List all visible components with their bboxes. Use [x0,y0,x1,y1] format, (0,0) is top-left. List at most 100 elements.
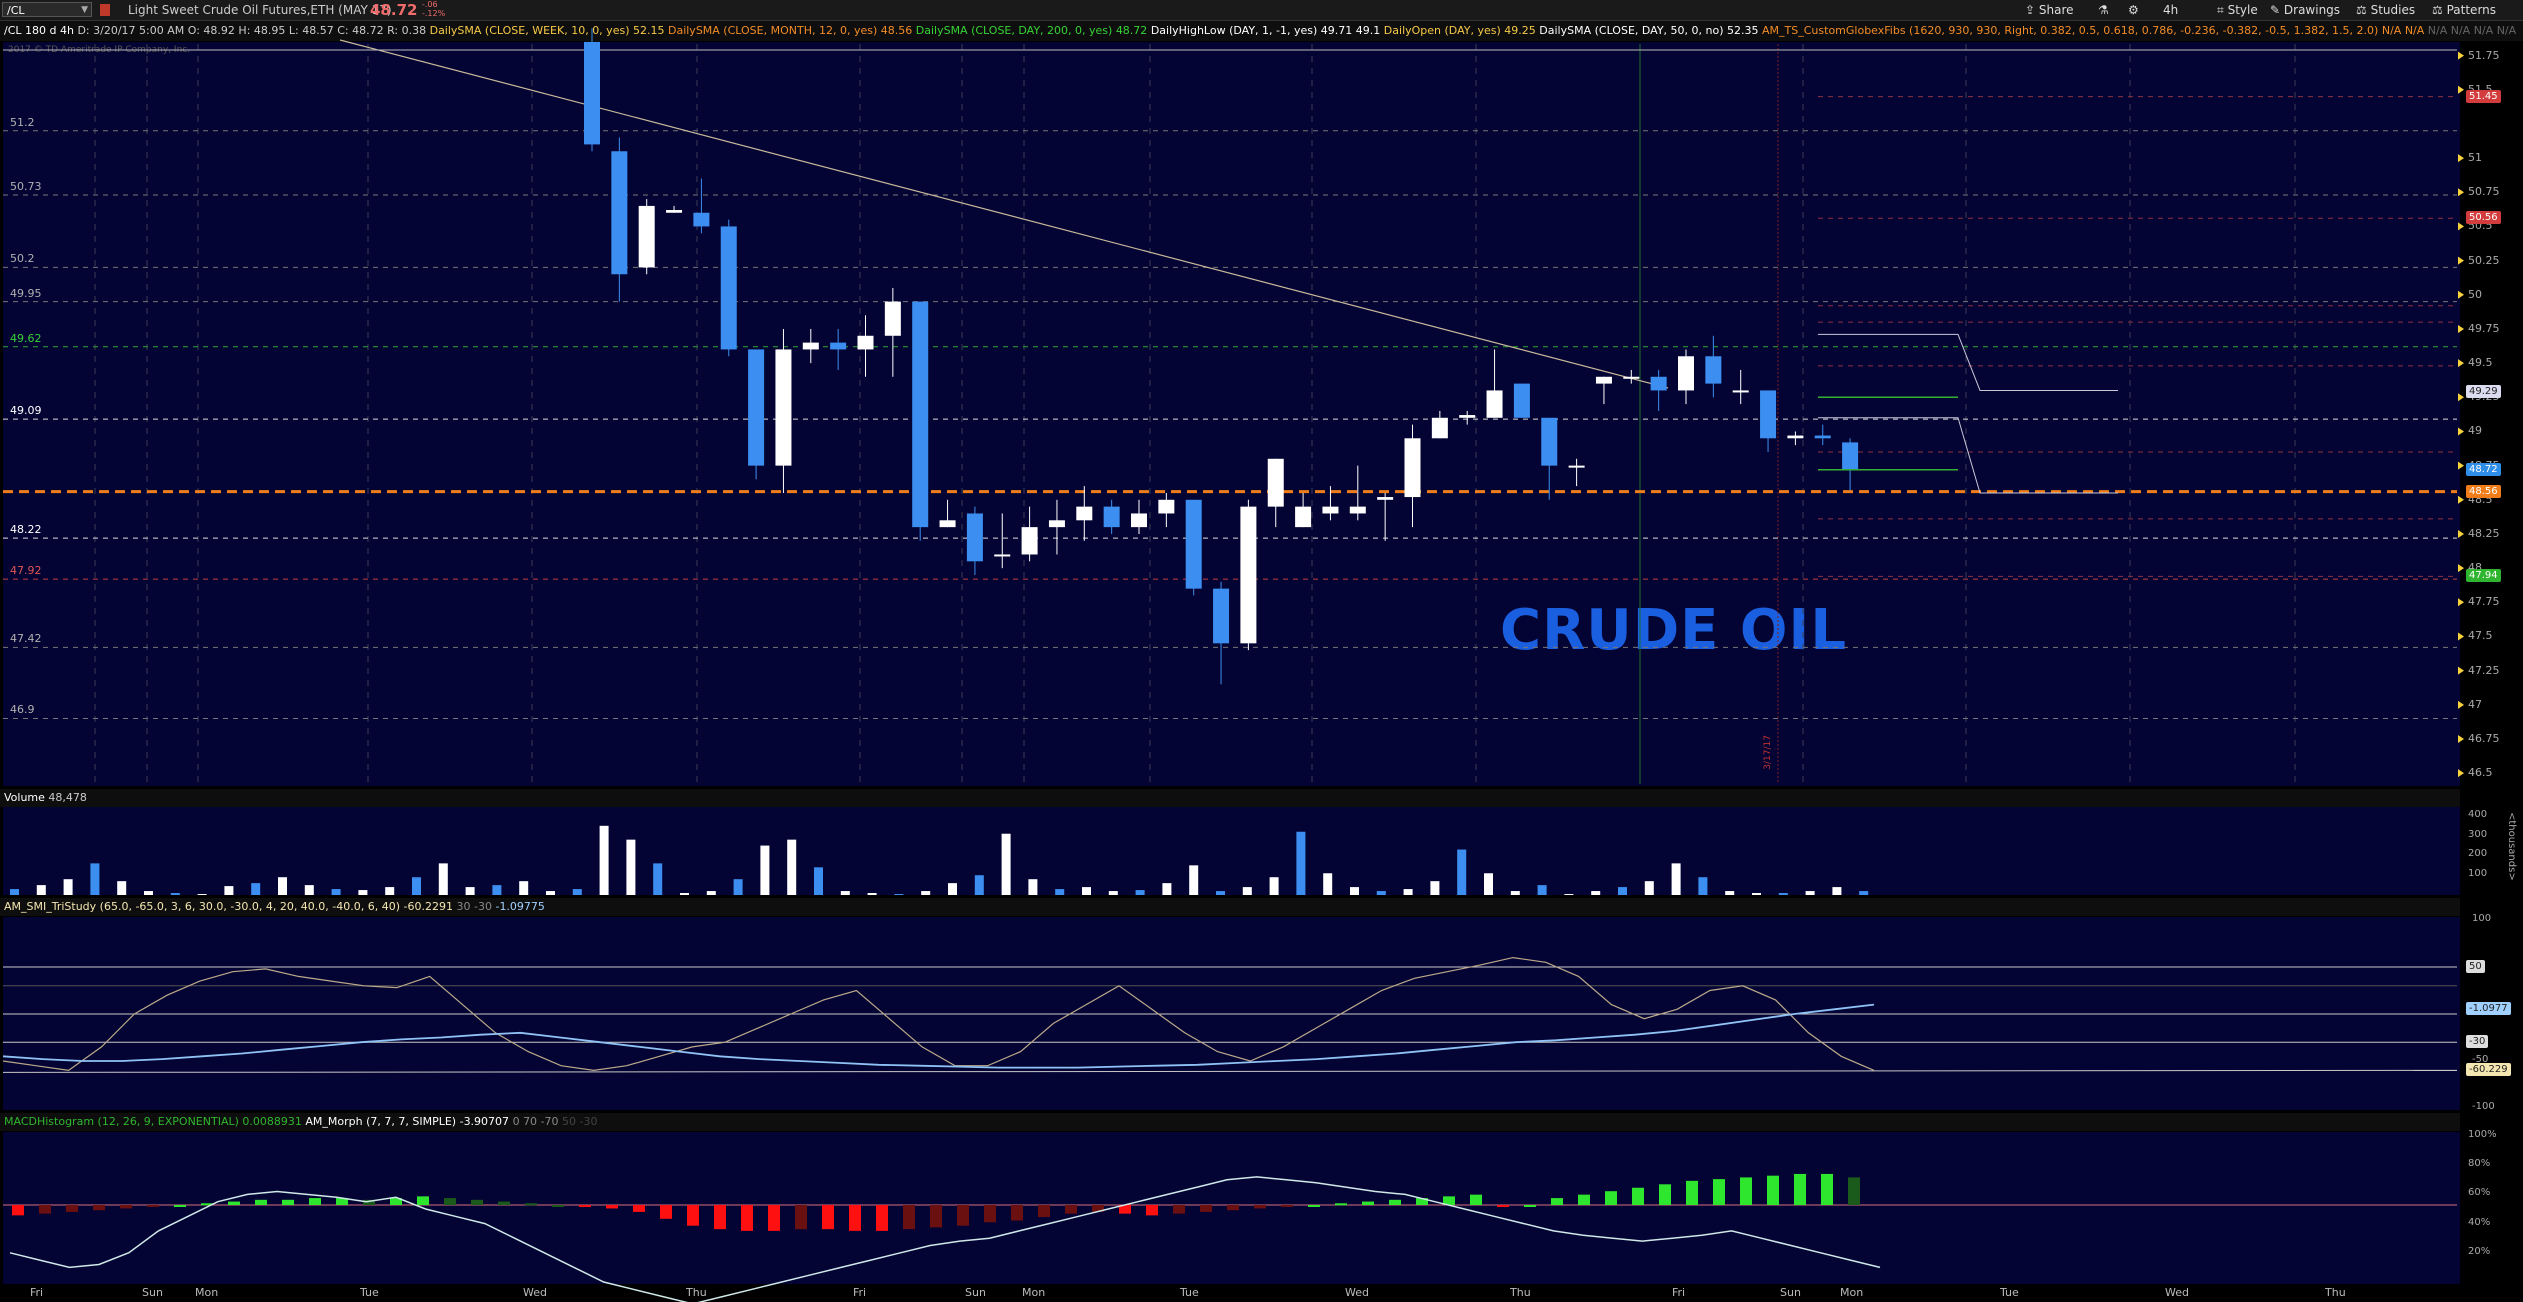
volume-bar [170,893,180,895]
candle-body [966,513,983,562]
link-color-icon[interactable] [100,4,110,16]
candle-body [666,210,683,213]
gear-icon[interactable]: ⚙ [2128,3,2139,17]
macd-histogram-bar [228,1201,240,1205]
macd-histogram-bar [768,1205,780,1231]
price-panel[interactable] [3,42,2460,786]
price-tick-marker [2458,51,2464,60]
drawings-button[interactable]: ✎ Drawings [2270,0,2340,20]
volume-bar [1832,887,1842,895]
price-level-label: 50.2 [10,252,35,266]
macd-histogram-bar [417,1196,429,1205]
candle-body [830,342,847,350]
study-sma-50-label[interactable]: DailySMA (CLOSE, DAY, 50, 0, no) [1539,24,1724,37]
candle-body [1131,513,1147,528]
macd-histogram-bar [1740,1177,1752,1205]
study-sma-month-label[interactable]: DailySMA (CLOSE, MONTH, 12, 0, yes) [667,24,878,37]
price-tick-marker [2458,632,2464,641]
volume-bar [599,825,609,895]
timeframe-label: 4h [2163,3,2179,17]
macd-label[interactable]: MACDHistogram (12, 26, 9, EXPONENTIAL) [4,1115,239,1128]
candle-body [1048,520,1065,528]
volume-bar [974,875,984,895]
macd-histogram-bar [903,1205,915,1230]
candle-body [1568,465,1585,468]
volume-label[interactable]: Volume [4,791,45,804]
candle-body [1842,442,1859,470]
volume-bar [36,885,46,895]
price-tick-marker [2458,564,2464,573]
study-sma-week-label[interactable]: DailySMA (CLOSE, WEEK, 10, 0, yes) [429,24,630,37]
macd-histogram-bar [120,1205,132,1209]
macd-histogram-bar [39,1205,51,1214]
study-daily-low-value: 49.1 [1355,24,1381,37]
volume-bar [1671,863,1681,895]
studies-button[interactable]: ⚖ Studies [2356,0,2415,20]
macd-histogram-bar [93,1205,105,1211]
price-axis[interactable] [2460,42,2523,786]
time-axis-label: Mon [195,1286,219,1299]
price-tick: 51 [2468,151,2482,165]
volume-tick: 100 [2468,868,2488,880]
patterns-button[interactable]: ⚖ Patterns [2432,0,2496,20]
volume-axis[interactable] [2460,807,2523,895]
macd-histogram-bar [66,1205,78,1212]
studies-label: Studies [2370,3,2416,17]
macd-histogram-bar [1848,1177,1860,1205]
share-button[interactable]: ⇪ Share [2025,0,2074,20]
study-fibs-na: N/A [2473,24,2494,37]
patterns-icon: ⚖ [2432,3,2443,17]
style-button[interactable]: ⌗ Style [2217,0,2258,20]
volume-bar [787,839,797,895]
volume-bar [1055,889,1065,895]
candle-body [884,301,901,336]
study-sma-200-label[interactable]: DailySMA (CLOSE, DAY, 200, 0, yes) [915,24,1113,37]
volume-bar [438,863,448,895]
study-daily-hl-label[interactable]: DailyHighLow (DAY, 1, -1, yes) [1150,24,1318,37]
price-tag: 48.72 [2466,462,2501,476]
macd-histogram-bar [741,1205,753,1231]
time-axis-label: Mon [1022,1286,1046,1299]
timeframe-button[interactable]: 4h [2163,0,2178,20]
symbol-selector[interactable]: /CL ▼ [2,2,92,17]
time-axis-label: Tue [2000,1286,2019,1299]
macd-tick: 60% [2468,1187,2491,1199]
volume-bar [948,883,957,895]
macd-histogram-bar [1794,1173,1806,1205]
study-fibs-label[interactable]: AM_TS_CustomGlobexFibs (1620, 930, 930, … [1762,24,2379,37]
volume-bar [1457,849,1467,895]
flask-icon[interactable]: ⚗ [2098,3,2109,17]
candle-body [775,349,792,466]
study-sma-month-value: 48.56 [880,24,913,37]
volume-bar [278,877,287,895]
volume-bar [1618,887,1627,895]
bar-open: O: 48.92 [187,24,235,37]
candle-body [1103,506,1120,528]
smi-label[interactable]: AM_SMI_TriStudy (65.0, -65.0, 3, 6, 30.0… [4,900,401,913]
candle-body [1267,458,1284,507]
volume-bar [251,883,261,895]
study-daily-open-label[interactable]: DailyOpen (DAY, yes) [1383,24,1501,37]
volume-bar [733,879,743,895]
smi-tick: -50 [2472,1054,2489,1065]
price-tick-marker [2458,85,2464,94]
macd-histogram-bar [714,1205,726,1230]
macd-histogram-bar [1470,1194,1482,1205]
volume-bar [1537,885,1547,895]
volume-bar [1725,891,1735,895]
volume-bar [840,891,850,895]
price-tick-marker [2458,666,2464,675]
chart-id[interactable]: /CL 180 d 4h [4,24,74,37]
morph-label[interactable]: AM_Morph (7, 7, 7, SIMPLE) [305,1115,457,1128]
macd-value: 0.0088931 [242,1115,302,1128]
macd-axis[interactable] [2460,1132,2523,1284]
macd-histogram-bar [1065,1205,1077,1214]
price-tick: 47.25 [2468,663,2500,677]
price-tick: 50 [2468,287,2482,301]
smi-level [2,1069,2458,1073]
study-fibs-na: N/A [2381,24,2402,37]
macd-label-bar: MACDHistogram (12, 26, 9, EXPONENTIAL) 0… [0,1113,2460,1131]
candle-body [1650,376,1667,391]
volume-bar [1350,887,1359,895]
